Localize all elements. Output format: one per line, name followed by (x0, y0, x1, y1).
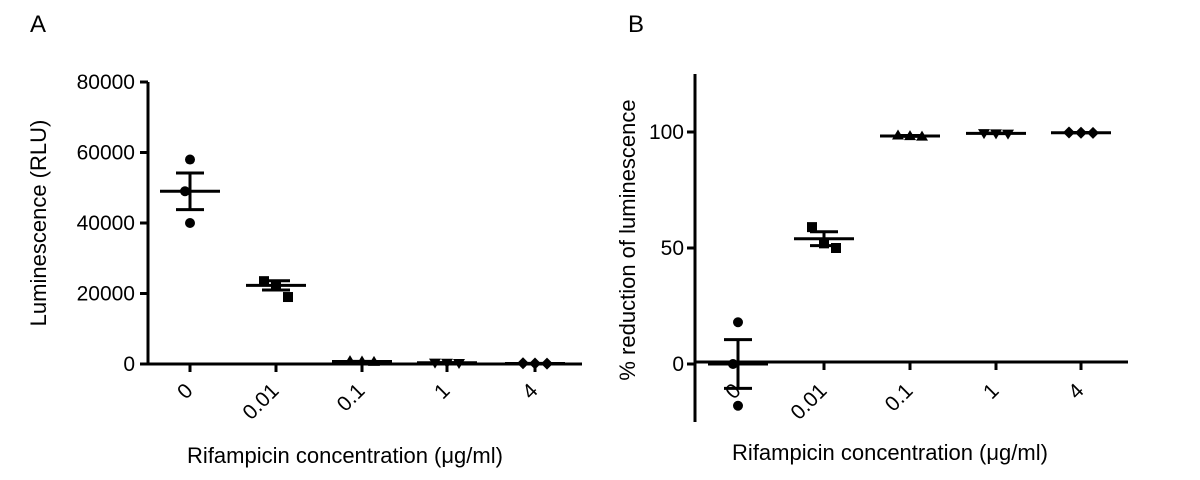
panel-b-x-tick-label: 4 (1064, 379, 1089, 404)
panel-b-y-tick-label: 50 (661, 237, 684, 260)
panel-b-y-tick-label: 100 (649, 121, 684, 144)
panel-b-x-tick-label: 1 (979, 379, 1004, 404)
panel-b-letter: B (628, 11, 644, 38)
panel-a-chart: Luminescence (RLU) Rifampicin concentrat… (26, 71, 582, 468)
panel-a-y-tick-label: 0 (123, 353, 135, 376)
panel-b-data-point (831, 243, 841, 253)
panel-a-y-tick-label: 80000 (77, 71, 135, 94)
panel-a-y-tick-label: 40000 (77, 212, 135, 235)
panel-a-x-tick-label: 0.1 (333, 379, 370, 416)
panel-a-data-point (185, 154, 195, 165)
panel-a-data-point (283, 292, 293, 303)
panel-a-x-title: Rifampicin concentration (μg/ml) (187, 443, 503, 468)
panel-a-data-point (185, 218, 195, 228)
panel-b-data-point (733, 317, 743, 328)
panel-b-x-tick-label: 0.01 (786, 379, 831, 424)
panel-b-x-title: Rifampicin concentration (μg/ml) (732, 440, 1048, 465)
panel-a-y-tick-label: 60000 (77, 142, 135, 165)
panel-b-x-tick-label: 0 (721, 379, 746, 404)
panel-a-x-tick-label: 1 (430, 379, 455, 404)
panel-a-y-title: Luminescence (RLU) (26, 120, 51, 327)
panel-a-x-tick-label: 4 (518, 379, 543, 404)
panel-b-x-tick-label: 0.1 (881, 379, 918, 416)
panel-a-x-tick-label: 0 (173, 379, 198, 404)
panel-a-y-tick-label: 20000 (77, 283, 135, 306)
panel-b-y-tick-label: 0 (672, 353, 684, 376)
panel-b-y-title: % reduction of luminescence (615, 99, 640, 380)
panel-a-letter: A (30, 11, 46, 38)
panel-b-chart: % reduction of luminescence Rifampicin c… (615, 74, 1128, 465)
panel-a-x-tick-label: 0.01 (238, 379, 283, 424)
panel-b-data-point (733, 400, 743, 411)
panel-b-data-point (807, 222, 817, 233)
